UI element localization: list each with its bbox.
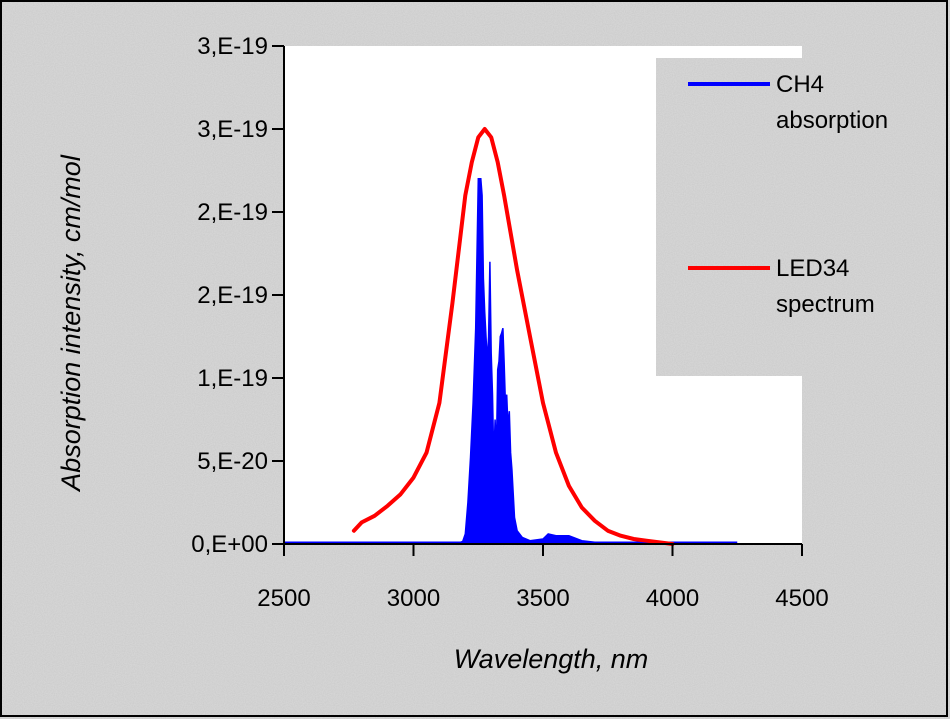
y-tick-label: 0,E+00 (191, 531, 268, 558)
legend (656, 58, 946, 376)
series-ch4-absorption-area (284, 178, 738, 545)
y-tick-label: 2,E-19 (197, 199, 268, 226)
y-tick-label: 3,E-19 (197, 33, 268, 60)
legend-label: LED34 (776, 255, 849, 282)
y-tick-label: 1,E-19 (197, 365, 268, 392)
axes-layer: 0,E+00 5,E-20 1,E-19 2,E-19 2,E-19 3,E-19 3,E-… (191, 33, 828, 612)
legend-label: spectrum (776, 291, 875, 318)
x-tick-label: 2500 (257, 585, 310, 612)
legend-label: CH4 (776, 71, 824, 98)
x-axis-title: Wavelength, nm (454, 644, 649, 674)
x-tick-label: 3500 (516, 585, 569, 612)
legend-fill (656, 58, 946, 376)
legend-entries: CH4 absorption LED34 spectrum (688, 71, 888, 318)
series-led34-spectrum-line (351, 127, 675, 546)
legend-label: absorption (776, 107, 888, 134)
x-tick-label: 4000 (646, 585, 699, 612)
y-tick-label: 3,E-19 (197, 116, 268, 143)
x-tick-label: 4500 (775, 585, 828, 612)
y-tick-label: 5,E-20 (197, 448, 268, 475)
x-tick-label: 3000 (387, 585, 440, 612)
y-axis-title: Absorption intensity, cm/mol (56, 154, 86, 493)
y-tick-label: 2,E-19 (197, 282, 268, 309)
